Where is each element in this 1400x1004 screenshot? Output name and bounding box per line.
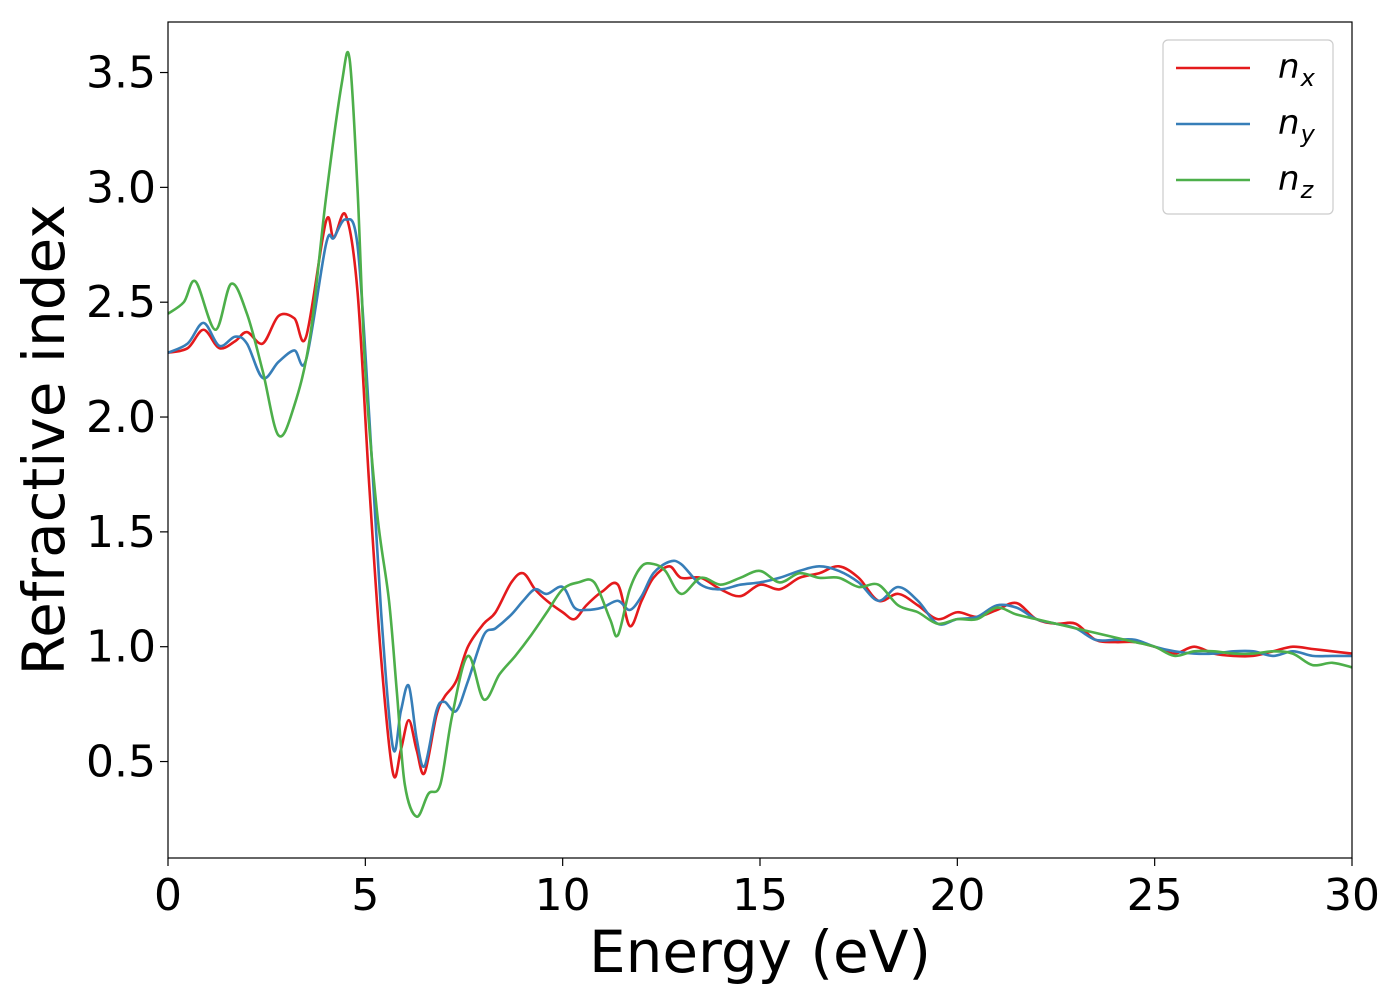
x-tick-label: 0 [154,870,182,921]
legend-item-ny: ny [1176,103,1316,148]
y-tick-label: 2.0 [86,392,156,443]
y-tick-label: 1.0 [86,622,156,673]
y-tick-label: 2.5 [86,277,156,328]
legend: nx ny nz [1162,39,1334,215]
x-tick-label: 20 [929,870,985,921]
x-axis-title: Energy (eV) [589,918,931,986]
legend-item-nx: nx [1176,47,1316,92]
series-line-ny [168,218,1352,769]
series-layer [168,50,1352,818]
legend-item-nz: nz [1176,159,1315,204]
series-line-nz [168,50,1352,818]
series-line-nx [168,212,1352,779]
x-tick-label: 15 [732,870,788,921]
legend-label: ny [1278,103,1316,148]
y-tick-label: 3.0 [86,162,156,213]
legend-label: nz [1278,159,1315,204]
x-tick-label: 25 [1127,870,1183,921]
x-tick-label: 5 [351,870,379,921]
x-tick-label: 30 [1324,870,1380,921]
y-tick-label: 1.5 [86,507,156,558]
x-tick-label: 10 [535,870,591,921]
x-axis: 0 5 10 15 20 25 30 [154,858,1380,921]
y-axis: 0.5 1.0 1.5 2.0 2.5 3.0 3.5 [86,48,168,788]
y-axis-title: Refractive index [10,204,78,675]
y-tick-label: 0.5 [86,737,156,788]
legend-label: nx [1278,47,1316,92]
legend-box [1162,39,1334,215]
legend-items: nx ny nz [1176,47,1316,204]
y-tick-label: 3.5 [86,48,156,99]
